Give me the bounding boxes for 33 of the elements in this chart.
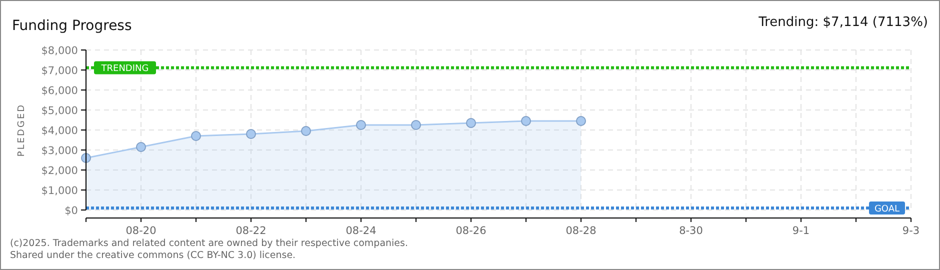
point [411, 120, 421, 130]
x-tick-label: 08-22 [236, 225, 266, 237]
y-tick-label: $6,000 [41, 85, 78, 97]
point [576, 116, 586, 126]
y-tick-label: $2,000 [41, 165, 78, 177]
text: (c)2025. Trademarks and related content are owned by their respective companies. [10, 238, 408, 249]
x-tick-label: 9-3 [902, 225, 920, 237]
point [356, 120, 366, 130]
x-tick-label: 08-28 [566, 225, 596, 237]
x-tick-label: 9-1 [792, 225, 810, 237]
x-tick-label: 08-20 [126, 225, 156, 237]
x-tick-label: 8-30 [679, 225, 703, 237]
y-tick-label: $1,000 [41, 185, 78, 197]
y-tick-label: $8,000 [41, 45, 78, 57]
text: Trending: $7,114 (7113%) [758, 15, 928, 30]
x-tick-label: 08-24 [346, 225, 377, 237]
y-tick-label: $0 [64, 205, 78, 217]
point [191, 131, 201, 141]
y-axis-title: PLEDGED [17, 103, 27, 157]
y-tick-label: $4,000 [41, 125, 78, 137]
y-tick-label: $3,000 [41, 145, 78, 157]
ref-line-label: TRENDING [100, 64, 149, 74]
chart-title: Funding Progress [12, 18, 132, 34]
point [136, 142, 146, 152]
point [301, 126, 311, 136]
x-tick-label: 08-26 [456, 225, 487, 237]
point [246, 129, 256, 139]
y-tick-label: $7,000 [41, 65, 78, 77]
point [521, 116, 531, 126]
point [466, 118, 476, 128]
text: Shared under the creative commons (CC BY-NC 3.0) license. [10, 250, 296, 261]
ref-line-label: GOAL [874, 204, 900, 214]
y-tick-label: $5,000 [41, 105, 78, 117]
